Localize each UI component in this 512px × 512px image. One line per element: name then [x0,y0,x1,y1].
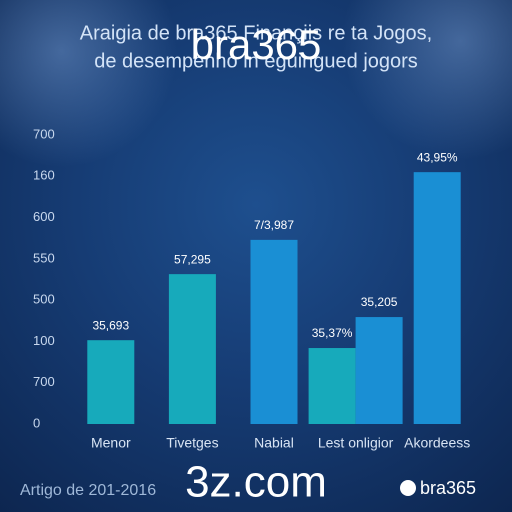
y-tick-label: 100 [33,333,55,348]
bar [413,172,461,424]
y-tick-label: 700 [33,374,55,389]
y-tick-label: 160 [33,168,55,183]
annotation: 35,37% [312,326,353,340]
x-tick-label: Lest onligior [318,435,394,451]
annotation: 35,205 [361,295,398,309]
y-tick-label: 550 [33,250,55,265]
annotation: 57,295 [174,252,211,266]
bar [87,340,135,424]
y-tick-label: 600 [33,209,55,224]
bar [355,317,403,424]
bar [250,239,298,424]
x-tick-label: Akordeess [404,435,470,451]
x-tick-label: Tivetges [166,435,218,451]
watermark: 3z.com [185,458,327,507]
annotation: 35,693 [92,318,129,332]
bar [168,274,216,424]
annotation: 7/3,987 [254,218,294,232]
y-tick-label: 500 [33,292,55,307]
y-tick-label: 0 [33,415,40,430]
logo-icon [400,480,416,496]
watermark: bra365 [191,21,322,68]
x-tick-label: Nabial [254,435,294,451]
footer-right: bra365 [420,478,476,498]
bar [308,348,356,424]
x-tick-label: Menor [91,435,131,451]
chart-title: Araigia de bra365 Finançiis re ta Jogos, [80,22,432,44]
chart-subtitle: de desempenho in eguingued jogors [94,50,418,72]
annotation: 43,95% [417,150,458,164]
y-tick-label: 700 [33,126,55,141]
footer-left: Artigo de 201-2016 [20,482,156,499]
